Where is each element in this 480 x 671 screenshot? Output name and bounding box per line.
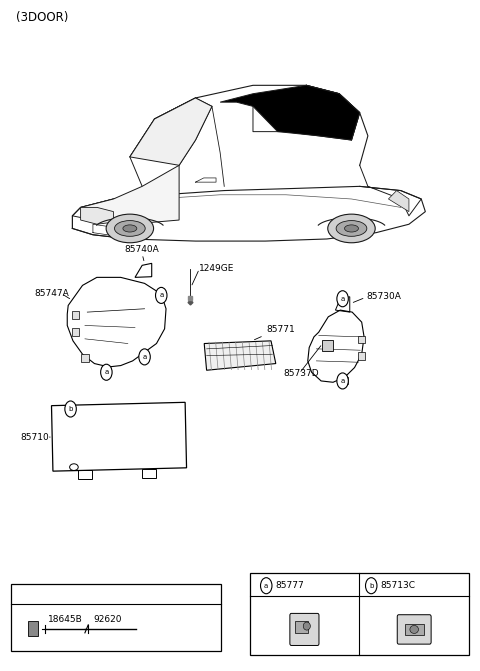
Ellipse shape	[106, 214, 154, 243]
Text: a: a	[340, 378, 345, 384]
Ellipse shape	[410, 625, 419, 633]
Circle shape	[156, 287, 167, 303]
Text: 85747A: 85747A	[35, 289, 70, 298]
FancyBboxPatch shape	[290, 613, 319, 646]
Bar	[322, 340, 333, 351]
Text: (3DOOR): (3DOOR)	[16, 11, 68, 24]
Text: 85737D: 85737D	[283, 369, 319, 378]
Text: a: a	[340, 296, 345, 302]
Circle shape	[101, 364, 112, 380]
Circle shape	[139, 349, 150, 365]
Bar	[142, 469, 156, 478]
Ellipse shape	[345, 225, 359, 232]
Bar	[81, 354, 89, 362]
Circle shape	[365, 578, 377, 594]
Bar	[405, 624, 424, 635]
Text: 85730A: 85730A	[366, 293, 401, 301]
Text: 18645B: 18645B	[48, 615, 83, 624]
Polygon shape	[130, 98, 212, 165]
Bar	[11, 584, 221, 651]
Bar	[342, 377, 348, 384]
Text: 92620: 92620	[93, 615, 121, 624]
Circle shape	[337, 291, 348, 307]
Ellipse shape	[328, 214, 375, 243]
Circle shape	[65, 401, 76, 417]
Text: a: a	[104, 369, 108, 375]
Ellipse shape	[336, 221, 367, 236]
Polygon shape	[81, 165, 179, 224]
Ellipse shape	[123, 225, 137, 232]
Text: a: a	[143, 354, 147, 360]
Polygon shape	[388, 191, 409, 211]
Text: a: a	[264, 582, 268, 588]
Polygon shape	[204, 341, 276, 370]
Text: 85713C: 85713C	[381, 581, 416, 590]
Ellipse shape	[303, 622, 311, 630]
Bar	[359, 352, 365, 360]
FancyBboxPatch shape	[397, 615, 431, 644]
Polygon shape	[81, 207, 113, 224]
Bar	[72, 328, 79, 336]
Ellipse shape	[115, 221, 145, 236]
Bar	[72, 311, 79, 319]
Circle shape	[261, 578, 272, 594]
Text: a: a	[159, 293, 163, 299]
Bar	[295, 621, 308, 633]
Polygon shape	[220, 85, 360, 140]
Text: 85777: 85777	[276, 581, 304, 590]
Circle shape	[337, 373, 348, 389]
Bar	[359, 336, 365, 343]
Text: 85771: 85771	[266, 325, 295, 334]
Text: 1249GE: 1249GE	[199, 264, 235, 273]
Text: b: b	[369, 582, 373, 588]
Bar	[28, 621, 38, 636]
Text: b: b	[68, 406, 73, 412]
Bar	[78, 470, 92, 479]
Text: 85740A: 85740A	[125, 245, 159, 254]
Bar	[250, 573, 469, 655]
Text: 85710: 85710	[21, 433, 49, 442]
